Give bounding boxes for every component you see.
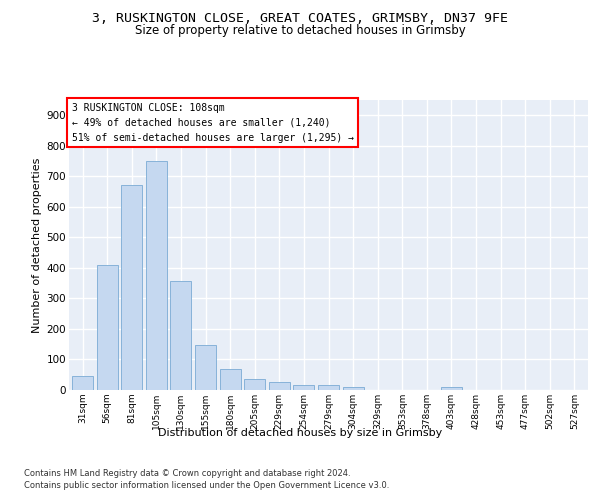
Bar	[269, 382, 290, 390]
Y-axis label: Number of detached properties: Number of detached properties	[32, 158, 43, 332]
Bar	[121, 186, 142, 390]
Text: Distribution of detached houses by size in Grimsby: Distribution of detached houses by size …	[158, 428, 442, 438]
Text: 3, RUSKINGTON CLOSE, GREAT COATES, GRIMSBY, DN37 9FE: 3, RUSKINGTON CLOSE, GREAT COATES, GRIMS…	[92, 12, 508, 26]
Bar	[195, 345, 216, 390]
Bar	[72, 376, 93, 390]
Bar	[97, 265, 118, 390]
Bar	[441, 387, 462, 390]
Bar	[146, 161, 167, 390]
Bar	[293, 385, 314, 390]
Bar	[170, 281, 191, 390]
Text: Size of property relative to detached houses in Grimsby: Size of property relative to detached ho…	[134, 24, 466, 37]
Bar	[343, 387, 364, 390]
Text: Contains HM Land Registry data © Crown copyright and database right 2024.: Contains HM Land Registry data © Crown c…	[24, 469, 350, 478]
Bar	[318, 385, 339, 390]
Text: 3 RUSKINGTON CLOSE: 108sqm
← 49% of detached houses are smaller (1,240)
51% of s: 3 RUSKINGTON CLOSE: 108sqm ← 49% of deta…	[71, 103, 353, 142]
Bar	[244, 379, 265, 390]
Text: Contains public sector information licensed under the Open Government Licence v3: Contains public sector information licen…	[24, 481, 389, 490]
Bar	[220, 368, 241, 390]
